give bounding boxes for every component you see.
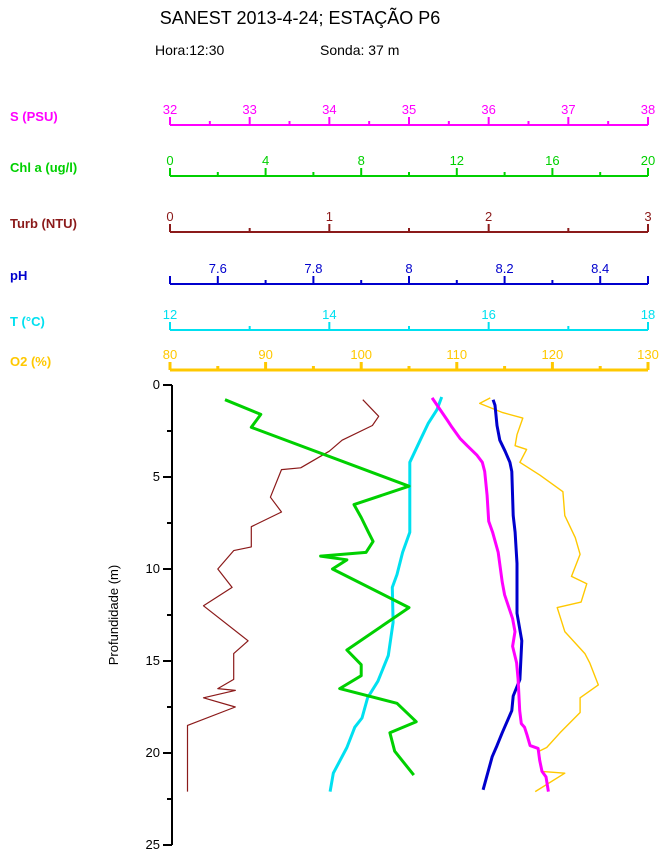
- tick-label: 80: [163, 347, 177, 362]
- tick-label: 1: [326, 209, 333, 224]
- tick-label: 33: [242, 102, 256, 117]
- page-title: SANEST 2013-4-24; ESTAÇÃO P6: [159, 8, 441, 28]
- tick-label: 8: [358, 153, 365, 168]
- tick-label: 120: [542, 347, 564, 362]
- axis-label-ph: pH: [10, 268, 27, 283]
- tick-label: 3: [644, 209, 651, 224]
- tick-label: 34: [322, 102, 336, 117]
- tick-label: 32: [163, 102, 177, 117]
- tick-label: 10: [146, 561, 160, 576]
- axis-ph: 7.6 7.8 8 8.2 8.4 pH: [10, 261, 649, 285]
- depth-axis-title: Profundidade (m): [106, 565, 121, 665]
- tick-label: 20: [641, 153, 655, 168]
- tick-label: 38: [641, 102, 655, 117]
- axis-label-turb: Turb (NTU): [10, 216, 77, 231]
- series-o2: [479, 397, 599, 793]
- tick-label: 130: [637, 347, 659, 362]
- tick-label: 35: [402, 102, 416, 117]
- tick-label: 16: [545, 153, 559, 168]
- axis-label-s: S (PSU): [10, 109, 58, 124]
- tick-label: 7.6: [209, 261, 227, 276]
- tick-label: 14: [322, 307, 336, 322]
- tick-label: 7.8: [304, 261, 322, 276]
- tick-label: 8.2: [496, 261, 514, 276]
- tick-label: 25: [146, 837, 160, 852]
- tick-label: 5: [153, 469, 160, 484]
- axis-chl: 0 4 8 12 16 20 Chl a (ug/l): [10, 153, 655, 177]
- series-ph: [481, 399, 524, 791]
- axis-label-o2: O2 (%): [10, 354, 51, 369]
- tick-label: 16: [481, 307, 495, 322]
- tick-label: 8: [405, 261, 412, 276]
- tick-label: 2: [485, 209, 492, 224]
- tick-label: 20: [146, 745, 160, 760]
- axis-label-chl: Chl a (ug/l): [10, 160, 77, 175]
- series-s: [430, 397, 550, 792]
- series-t: [328, 396, 444, 792]
- tick-label: 110: [446, 347, 467, 362]
- tick-label: 90: [258, 347, 272, 362]
- tick-label: 36: [481, 102, 495, 117]
- tick-label: 12: [163, 307, 177, 322]
- axis-turb: 0 1 2 3 Turb (NTU): [10, 209, 652, 233]
- subtitle-hora: Hora:12:30: [155, 42, 225, 58]
- tick-label: 37: [561, 102, 575, 117]
- tick-label: 18: [641, 307, 655, 322]
- depth-axis: 0 5 10 15 20 25 Profundidade (m): [106, 377, 173, 852]
- tick-label: 100: [350, 347, 372, 362]
- tick-label: 12: [450, 153, 464, 168]
- tick-label: 0: [166, 153, 173, 168]
- series-chl: [224, 398, 418, 777]
- axis-label-t: T (°C): [10, 314, 45, 329]
- axis-t: 12 14 16 18 T (°C): [10, 307, 655, 331]
- subtitle-sonda: Sonda: 37 m: [320, 42, 400, 58]
- tick-label: 0: [166, 209, 173, 224]
- tick-label: 8.4: [591, 261, 609, 276]
- axis-s: 32 33 34 35 36 37 38 S (PSU): [10, 102, 655, 126]
- series-turb: [186, 399, 380, 792]
- axis-o2: 80 90 100 110 120 130 O2 (%): [10, 347, 659, 372]
- tick-label: 15: [146, 653, 160, 668]
- tick-label: 0: [153, 377, 160, 392]
- tick-label: 4: [262, 153, 269, 168]
